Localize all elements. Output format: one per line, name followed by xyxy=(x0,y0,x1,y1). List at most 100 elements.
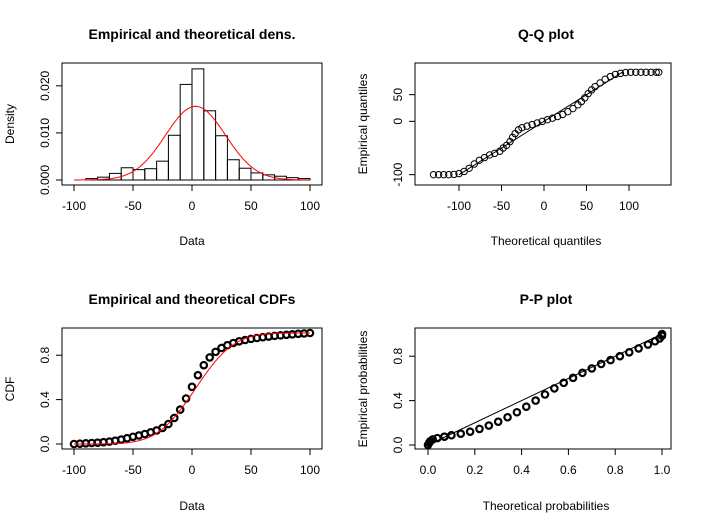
pp-point xyxy=(440,432,449,441)
x-axis-label: Data xyxy=(179,234,205,248)
x-axis: 0.0 0.2 0.4 0.6 0.8 1.0 xyxy=(420,448,671,477)
y-axis-label: Empirical probabilities xyxy=(356,331,370,448)
qq-point xyxy=(445,170,453,179)
x-axis: -100 -50 0 50 100 xyxy=(62,184,320,213)
y-axis: 0.0 0.4 0.8 xyxy=(391,348,416,453)
pp-point xyxy=(447,430,456,440)
cdf-point xyxy=(199,360,209,370)
pp-point xyxy=(503,412,512,422)
pp-panel: P-P plot Theoretical probabilities Empir… xyxy=(356,291,672,513)
x-tick-label: 0 xyxy=(189,199,196,213)
chart-title: Q-Q plot xyxy=(518,26,574,42)
y-tick-label: -100 xyxy=(391,162,405,186)
x-tick-label: 100 xyxy=(300,199,320,213)
x-axis-label: Theoretical quantiles xyxy=(491,234,602,248)
y-tick-label: 0.000 xyxy=(38,165,52,195)
qq-point xyxy=(621,68,630,77)
qq-point xyxy=(429,170,438,179)
histogram-bar xyxy=(215,135,228,181)
histogram-bar xyxy=(144,168,158,181)
y-axis: 0.000 0.010 0.020 xyxy=(38,70,63,195)
qq-point xyxy=(611,70,620,79)
qq-point xyxy=(491,149,499,158)
cdf-point xyxy=(205,353,215,362)
pp-point xyxy=(587,364,597,373)
qq-point xyxy=(652,68,660,76)
x-tick-label: 0.8 xyxy=(607,463,624,477)
cdf-point xyxy=(164,419,173,429)
pp-point xyxy=(624,348,634,357)
cdf-point xyxy=(170,413,179,423)
x-tick-label: 0 xyxy=(189,463,196,477)
qq-point xyxy=(538,117,546,126)
cdf-point xyxy=(175,405,185,414)
pp-point xyxy=(643,340,653,349)
histogram-bar xyxy=(179,83,193,181)
qq-point xyxy=(655,68,663,76)
histogram-bars xyxy=(85,68,311,181)
qq-point xyxy=(518,124,526,132)
qq-point xyxy=(627,68,635,76)
y-axis-label: CDF xyxy=(3,377,17,402)
qq-point xyxy=(485,151,494,159)
density-panel: Empirical and theoretical dens. Data Den… xyxy=(3,26,323,248)
y-tick-label: 50 xyxy=(391,88,405,102)
x-tick-label: 0.0 xyxy=(420,463,437,477)
reference-line xyxy=(427,333,663,446)
qq-point xyxy=(591,82,599,91)
pp-point xyxy=(540,390,550,399)
pp-points xyxy=(423,329,667,450)
y-tick-label: 0.8 xyxy=(391,348,405,365)
x-tick-label: -50 xyxy=(124,199,142,213)
cdf-point xyxy=(158,423,167,433)
pp-point xyxy=(596,359,606,369)
histogram-bar xyxy=(167,134,181,181)
qq-point xyxy=(450,170,458,179)
qq-point xyxy=(606,72,614,81)
pp-point xyxy=(559,378,569,388)
histogram-bar xyxy=(226,159,240,181)
pp-point xyxy=(456,429,466,438)
chart-title: Empirical and theoretical dens. xyxy=(89,26,296,42)
y-tick-label: 0.010 xyxy=(38,118,52,148)
pp-point xyxy=(428,435,437,444)
qq-point xyxy=(543,116,552,124)
cdf-point xyxy=(211,347,220,357)
qq-point xyxy=(523,122,531,130)
histogram-bar xyxy=(203,110,217,181)
plot-box xyxy=(61,327,323,450)
x-tick-label: 50 xyxy=(244,463,258,477)
chart-title: Empirical and theoretical CDFs xyxy=(89,291,296,307)
qq-point xyxy=(569,104,577,113)
x-tick-label: 1.0 xyxy=(654,463,671,477)
y-axis: 0.0 0.4 0.8 xyxy=(38,347,63,452)
qq-point xyxy=(548,114,557,122)
pp-point xyxy=(512,407,522,417)
qq-points xyxy=(429,68,663,179)
y-axis-label: Density xyxy=(3,104,17,144)
x-tick-label: -50 xyxy=(124,463,142,477)
density-curve xyxy=(74,105,310,181)
theoretical-cdf-curve xyxy=(74,332,310,445)
x-tick-label: 0.4 xyxy=(513,463,530,477)
qq-point xyxy=(647,68,655,76)
y-tick-label: 0 xyxy=(391,118,405,125)
histogram-bar xyxy=(191,68,205,181)
y-tick-label: 0.020 xyxy=(38,70,52,100)
pp-point xyxy=(521,402,531,412)
qq-point xyxy=(596,79,604,87)
cdf-point xyxy=(193,370,203,380)
x-tick-label: 50 xyxy=(580,199,594,213)
qq-point xyxy=(455,169,463,178)
pp-point xyxy=(433,433,442,443)
qq-panel: Q-Q plot Theoretical quantiles Empirical… xyxy=(356,26,672,248)
cdf-panel: Empirical and theoretical CDFs Data CDF … xyxy=(3,291,323,513)
qq-point xyxy=(508,133,517,142)
pp-point xyxy=(493,417,503,426)
qq-point xyxy=(465,164,473,172)
empirical-cdf-points xyxy=(69,328,315,449)
qq-point xyxy=(470,160,478,168)
qq-point xyxy=(434,170,443,179)
x-tick-label: 100 xyxy=(619,199,639,213)
